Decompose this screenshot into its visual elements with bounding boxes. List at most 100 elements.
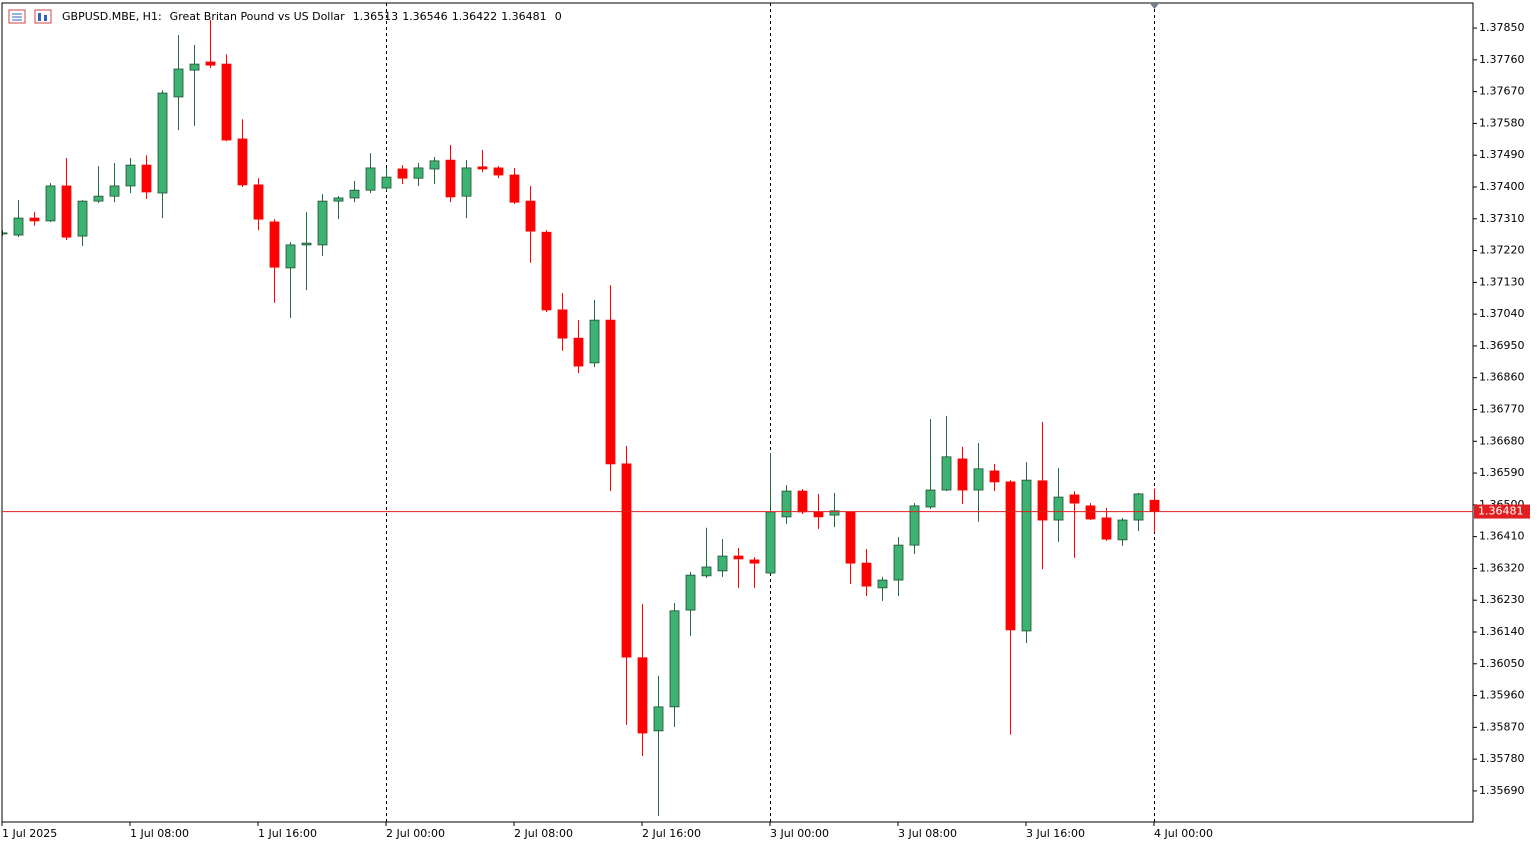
x-tick-label: 1 Jul 08:00 [130, 827, 189, 840]
candle-body [525, 200, 536, 232]
candle-body [1085, 505, 1096, 520]
candle-body [45, 185, 56, 222]
candle-body [1053, 496, 1064, 521]
candle-body [589, 319, 600, 364]
candle-body [1005, 481, 1016, 631]
icon-bar [44, 15, 47, 21]
candle-body [509, 174, 520, 203]
y-tick-label: 1.36860 [1479, 371, 1525, 384]
y-tick-label: 1.36140 [1479, 625, 1525, 638]
candle-body [685, 574, 696, 611]
candle-body [957, 458, 968, 491]
candle-body [701, 566, 712, 577]
price-label: 1.36481 [1478, 505, 1524, 518]
y-tick-label: 1.37760 [1479, 53, 1525, 66]
candle-body [445, 159, 456, 198]
candle-body [381, 176, 392, 189]
candle-body [29, 217, 40, 222]
candle-body [205, 61, 216, 66]
candle-body [749, 559, 760, 564]
header-icons [8, 9, 52, 24]
candle-body [877, 579, 888, 589]
candle-body [477, 166, 488, 170]
y-tick-label: 1.36320 [1479, 561, 1525, 574]
plot-border [1, 2, 1474, 823]
y-tick-label: 1.36770 [1479, 402, 1525, 415]
candle-body [621, 463, 632, 658]
x-tick-label: 2 Jul 16:00 [642, 827, 701, 840]
candle-body [285, 244, 296, 269]
candle-body [541, 231, 552, 311]
last-bar-marker [1149, 3, 1160, 9]
candle-body [829, 510, 840, 516]
candle-body [1133, 493, 1144, 521]
header-title: GBPUSD.MBE, H1: [62, 10, 162, 23]
candle-body [333, 197, 344, 202]
x-tick-label: 4 Jul 00:00 [1154, 827, 1213, 840]
candle-body [925, 489, 936, 508]
candle-body [669, 610, 680, 708]
candle-body [397, 168, 408, 179]
y-tick-label: 1.37310 [1479, 212, 1525, 225]
header-high: 1.36546 [402, 10, 448, 23]
x-tick-label: 1 Jul 16:00 [258, 827, 317, 840]
header-spread: 0 [555, 10, 562, 23]
candle-body [1069, 494, 1080, 504]
candle-body [973, 468, 984, 491]
candle-body [637, 657, 648, 734]
candle-body [317, 200, 328, 246]
y-tick-label: 1.37130 [1479, 275, 1525, 288]
candle-body [813, 511, 824, 518]
price-label-box [1474, 504, 1530, 519]
y-tick-label: 1.37490 [1479, 148, 1525, 161]
candle-body [77, 200, 88, 237]
candle-body [461, 167, 472, 197]
y-tick-label: 1.37670 [1479, 85, 1525, 98]
y-tick-label: 1.37220 [1479, 244, 1525, 257]
candle-body [157, 92, 168, 194]
candle-body [1117, 519, 1128, 541]
candle-body [365, 167, 376, 191]
y-tick-label: 1.37040 [1479, 307, 1525, 320]
candle-body [61, 185, 72, 238]
x-tick-label: 2 Jul 00:00 [386, 827, 445, 840]
y-tick-label: 1.36050 [1479, 657, 1525, 670]
candle-body [125, 164, 136, 187]
candle-body [349, 189, 360, 199]
candle-body [909, 505, 920, 546]
y-tick-label: 1.36230 [1479, 593, 1525, 606]
x-tick-label: 3 Jul 08:00 [898, 827, 957, 840]
candle-body [93, 195, 104, 202]
candle-body [1101, 517, 1112, 540]
y-tick-label: 1.35870 [1479, 720, 1525, 733]
y-tick-label: 1.35690 [1479, 784, 1525, 797]
candle-body [173, 68, 184, 98]
candle-body [605, 319, 616, 465]
y-tick-label: 1.37400 [1479, 180, 1525, 193]
header-subtitle: Great Britan Pound vs US Dollar [170, 10, 345, 23]
y-tick-label: 1.35960 [1479, 689, 1525, 702]
header-close: 1.36481 [501, 10, 547, 23]
candle-body [413, 167, 424, 179]
candle-body [573, 337, 584, 367]
candle-body [1021, 479, 1032, 632]
candle-body [797, 490, 808, 513]
candle-body [269, 221, 280, 268]
plot [2, 3, 1160, 822]
x-tick-label: 3 Jul 16:00 [1026, 827, 1085, 840]
x-tick-label: 1 Jul 2025 [2, 827, 57, 840]
header-open: 1.36513 [353, 10, 399, 23]
candle-body [253, 184, 264, 220]
y-tick-label: 1.36680 [1479, 434, 1525, 447]
candle-body [429, 160, 440, 170]
candle-body [557, 309, 568, 339]
candle-body [781, 490, 792, 518]
candle-body [765, 511, 776, 574]
candle-body [13, 217, 24, 236]
icon-bar [38, 13, 41, 21]
candle-body [941, 456, 952, 491]
candle-body [493, 167, 504, 176]
candle-body [653, 706, 664, 732]
